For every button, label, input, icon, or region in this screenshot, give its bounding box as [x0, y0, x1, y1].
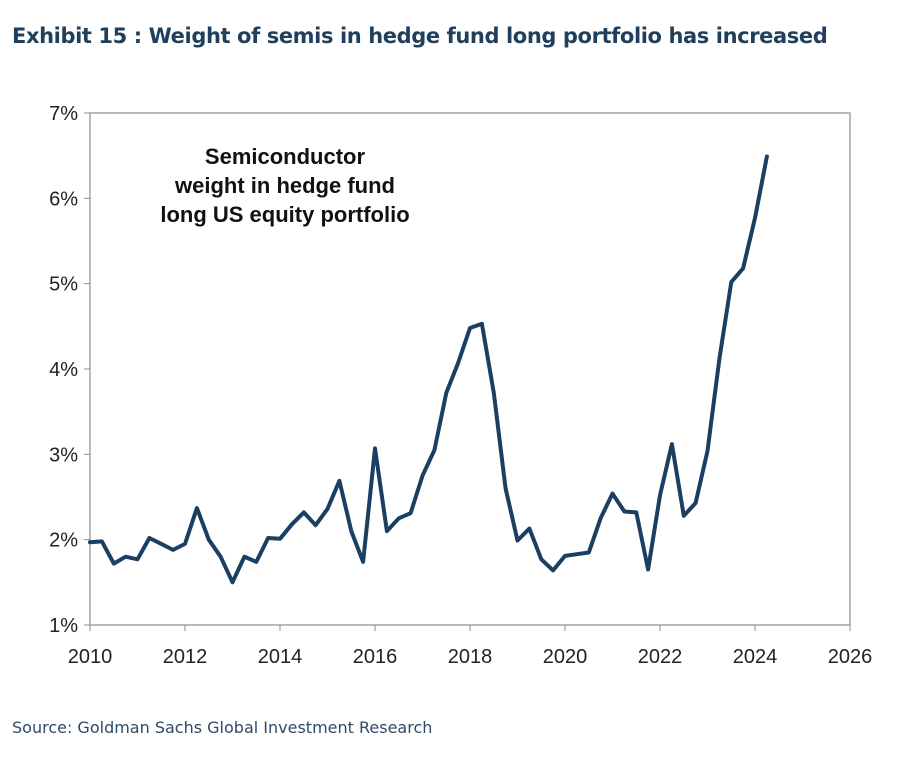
x-tick-label: 2022	[638, 646, 683, 668]
y-axis: 1% 2% 3% 4% 5% 6% 7%	[49, 103, 90, 637]
chart-annotation-line-2: weight in hedge fund	[174, 173, 395, 198]
y-tick-label: 1%	[49, 615, 78, 637]
y-tick-label: 4%	[49, 359, 78, 381]
x-tick-label: 2010	[68, 646, 113, 668]
y-tick-label: 7%	[49, 103, 78, 125]
chart-annotation-line-1: Semiconductor	[205, 144, 366, 169]
x-tick-label: 2026	[828, 646, 873, 668]
source-note: Source: Goldman Sachs Global Investment …	[12, 718, 433, 737]
x-axis: 2010 2012 2014 2016 2018 2020 2022 2024 2026	[68, 625, 873, 668]
line-chart: 1%2%3%4%5%6%7% 2010 2012 2014 2016 2018 2020 2…	[49, 103, 873, 668]
chart-annotation-line-3: long US equity portfolio	[160, 202, 409, 227]
x-tick-label: 2020	[543, 646, 588, 668]
x-tick-label: 2014	[258, 646, 303, 668]
x-tick-label: 2018	[448, 646, 493, 668]
series-layer	[88, 154, 769, 585]
series-line	[88, 154, 769, 585]
y-tick-label: 3%	[49, 444, 78, 466]
y-tick-label: 2%	[49, 530, 78, 552]
x-tick-label: 2016	[353, 646, 398, 668]
x-tick-label: 2012	[163, 646, 208, 668]
chart-title: Exhibit 15 : Weight of semis in hedge fu…	[12, 24, 828, 48]
y-tick-label: 6%	[49, 188, 78, 210]
y-tick-label: 5%	[49, 274, 78, 296]
x-tick-label: 2024	[733, 646, 778, 668]
